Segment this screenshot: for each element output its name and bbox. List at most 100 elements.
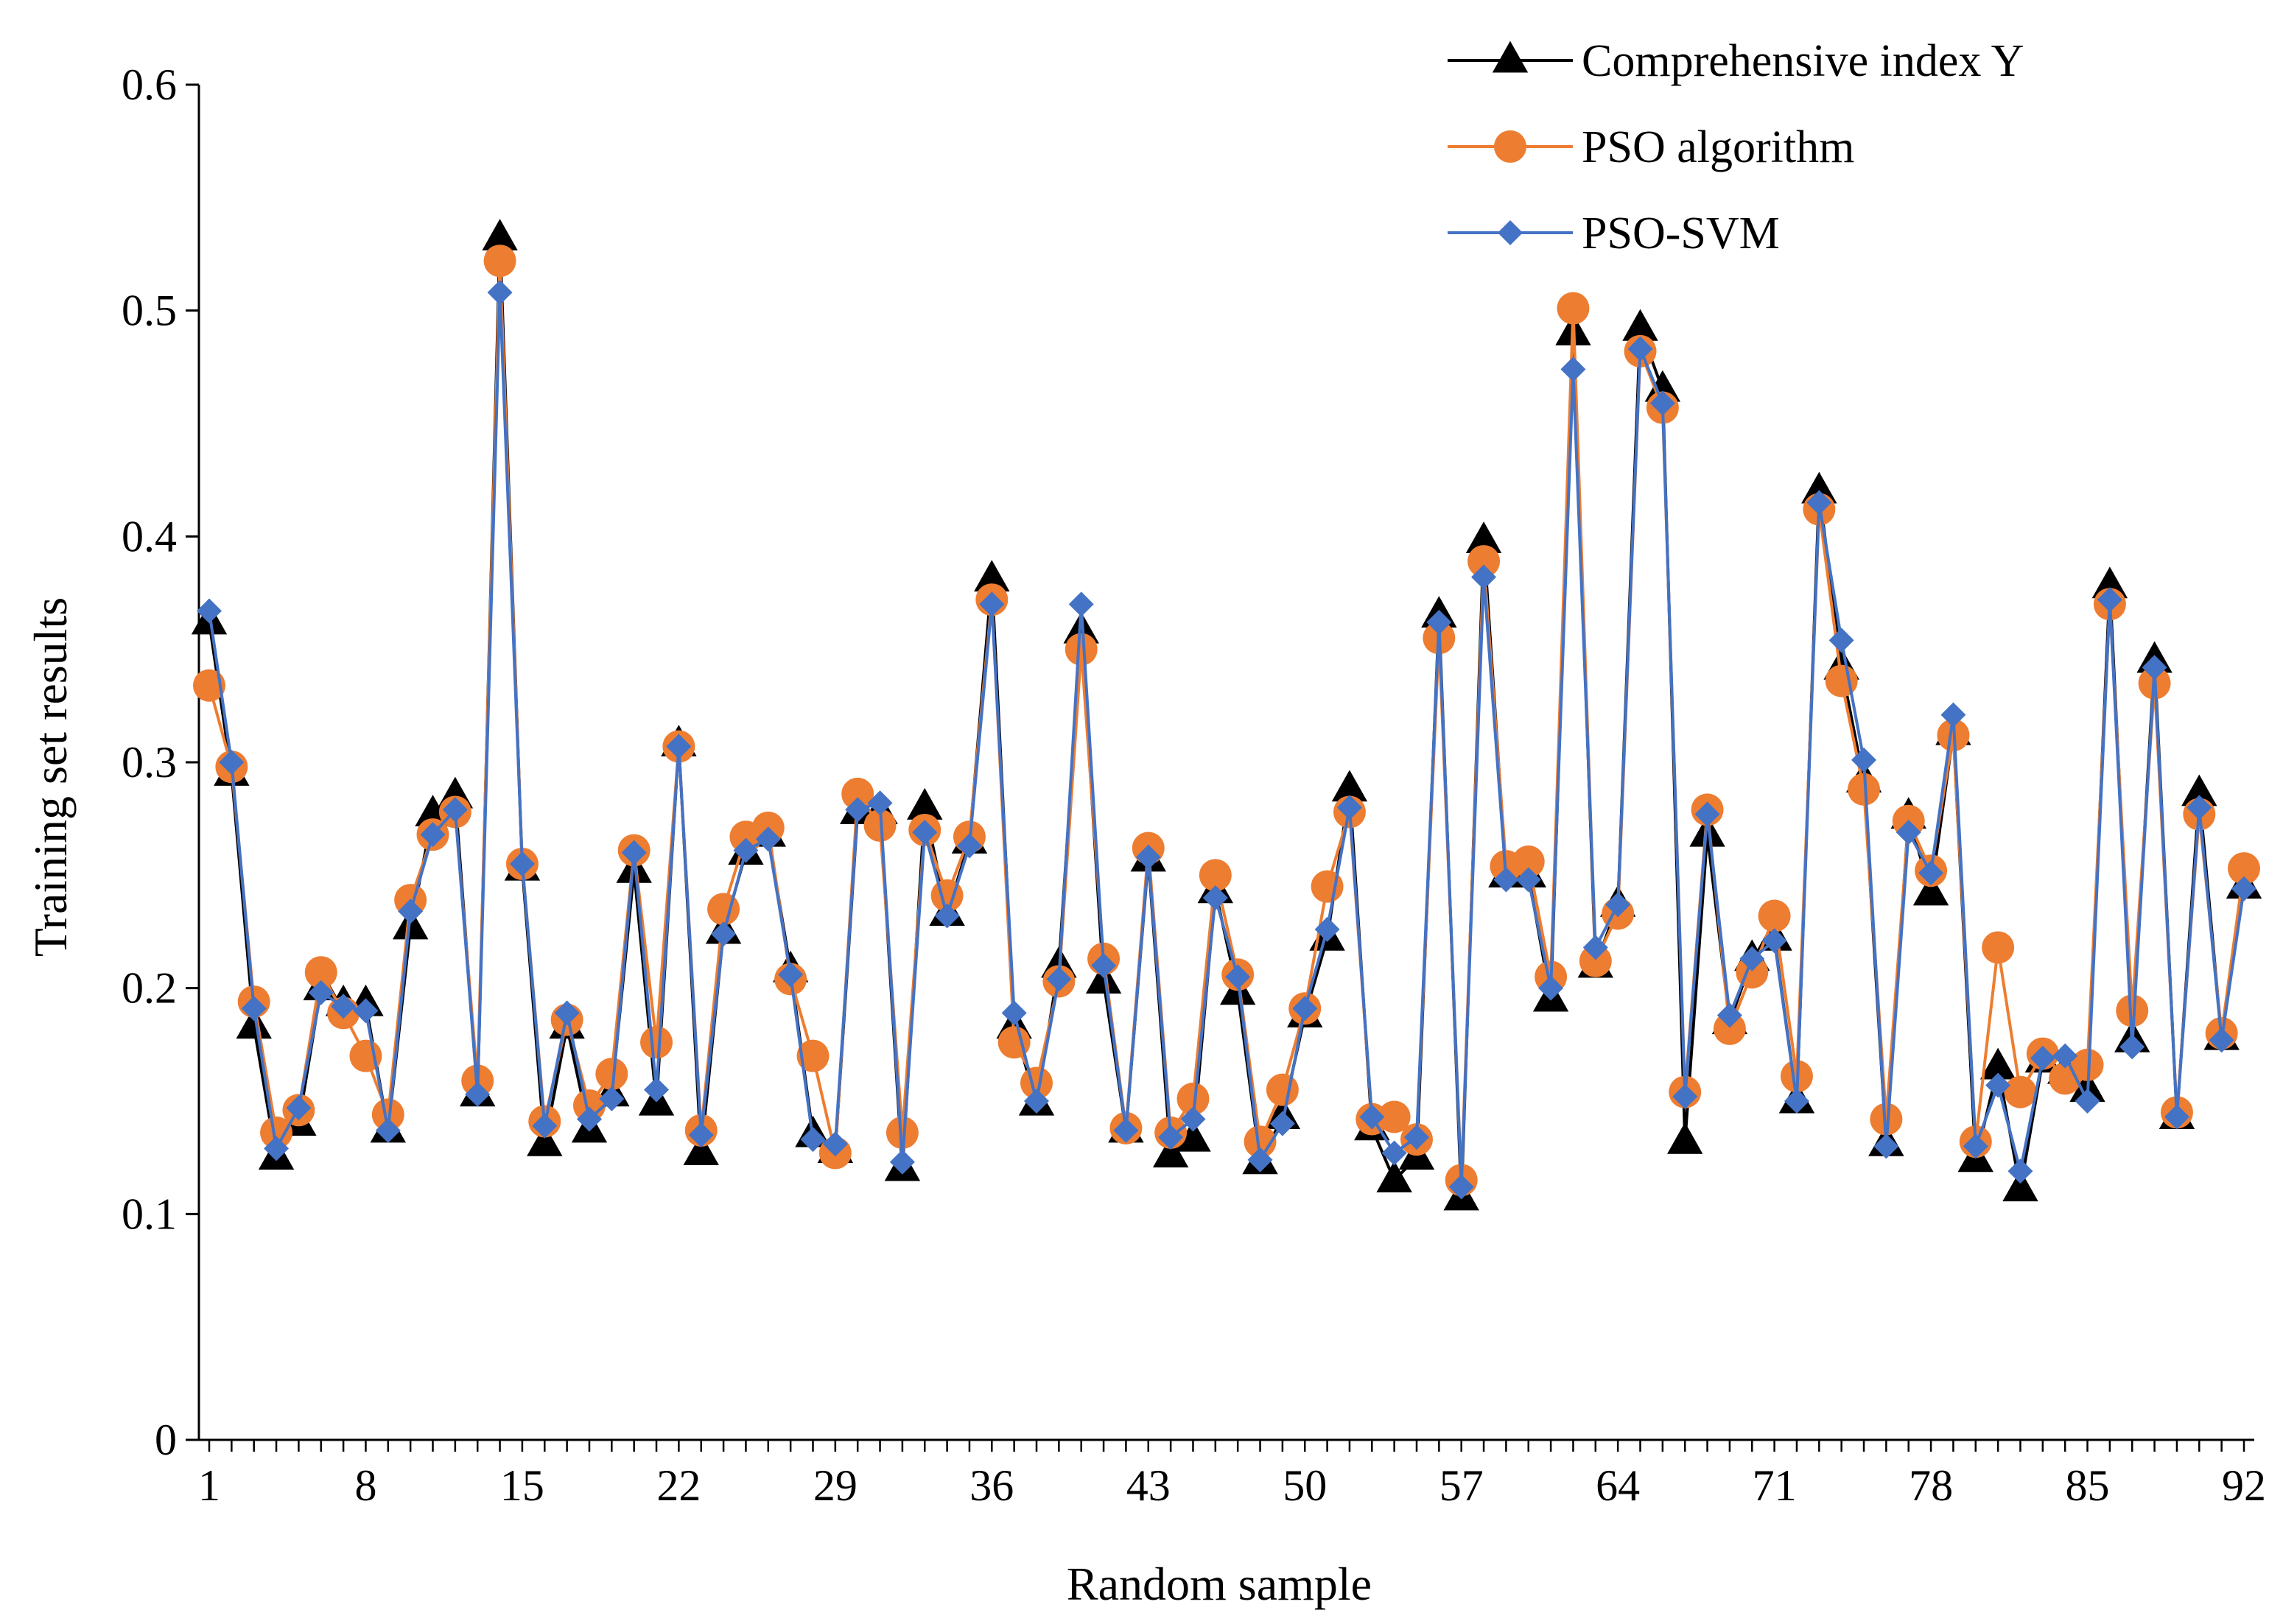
data-point-pso-svm	[778, 962, 804, 988]
data-point-comprehensive-index-y	[974, 560, 1010, 592]
data-point-pso-svm	[666, 734, 692, 759]
data-point-pso-svm	[2052, 1043, 2078, 1069]
data-point-comprehensive-index-y	[236, 1007, 272, 1039]
data-point-pso-svm	[688, 1122, 714, 1147]
legend-item-pso-algorithm: PSO algorithm	[1448, 122, 1854, 172]
data-point-pso-svm	[867, 790, 893, 816]
x-tick-label: 71	[1753, 1461, 1797, 1510]
data-point-pso-algorithm	[886, 1116, 919, 1149]
data-point-pso-algorithm	[1870, 1103, 1903, 1136]
data-point-pso-svm	[1963, 1133, 1988, 1159]
data-point-pso-svm	[442, 797, 468, 823]
data-point-pso-svm	[487, 280, 513, 306]
data-point-pso-svm	[219, 750, 245, 775]
data-point-pso-algorithm	[1467, 545, 1501, 578]
data-point-pso-svm	[1672, 1083, 1698, 1109]
data-point-pso-svm	[1649, 390, 1675, 416]
x-tick-label: 22	[656, 1461, 701, 1510]
legend-marker-pso-algorithm	[1494, 130, 1526, 163]
series-line-pso-algorithm	[208, 259, 2245, 1182]
data-point-pso-svm	[845, 797, 871, 823]
x-tick-label: 85	[2066, 1461, 2110, 1510]
data-point-pso-svm	[1896, 820, 1921, 846]
data-point-comprehensive-index-y	[1376, 1160, 1412, 1192]
data-point-pso-svm	[1426, 609, 1452, 635]
data-point-pso-svm	[1605, 892, 1631, 918]
data-point-pso-svm	[1046, 966, 1072, 992]
data-point-pso-algorithm	[1579, 944, 1612, 977]
data-point-pso-svm	[241, 996, 267, 1022]
data-point-pso-algorithm	[2004, 1075, 2037, 1108]
y-tick-label: 0.3	[122, 738, 177, 787]
data-point-comprehensive-index-y	[2002, 1170, 2038, 1202]
data-point-pso-svm	[398, 899, 424, 924]
x-tick-label: 36	[969, 1461, 1014, 1510]
data-point-pso-svm	[420, 822, 446, 848]
data-point-pso-svm	[1202, 885, 1228, 910]
data-point-pso-svm	[509, 851, 535, 876]
data-point-comprehensive-index-y	[683, 1133, 719, 1166]
data-point-pso-svm	[1493, 867, 1519, 893]
data-point-pso-svm	[1806, 490, 1832, 516]
data-point-pso-svm	[331, 994, 357, 1019]
data-point-pso-algorithm	[1378, 1100, 1411, 1133]
data-point-pso-svm	[576, 1106, 602, 1132]
legend-label-pso-svm: PSO-SVM	[1582, 208, 1780, 259]
data-point-pso-algorithm	[1557, 292, 1590, 325]
x-tick-label: 78	[1909, 1461, 1953, 1510]
data-point-pso-svm	[2007, 1159, 2033, 1184]
data-point-pso-svm	[2075, 1089, 2100, 1114]
y-tick-label: 0.5	[122, 287, 177, 335]
data-point-pso-svm	[308, 980, 334, 1005]
data-point-pso-svm	[1225, 964, 1251, 990]
series-line-comprehensive-index-y	[208, 236, 2245, 1200]
data-point-pso-algorithm	[640, 1026, 673, 1059]
data-point-pso-algorithm	[1244, 1125, 1277, 1159]
x-tick-label: 15	[500, 1461, 544, 1510]
legend-label-comprehensive-index-y: Comprehensive index Y	[1582, 36, 2024, 86]
data-point-pso-svm	[1940, 702, 1966, 728]
data-point-pso-svm	[889, 1149, 915, 1175]
data-point-pso-svm	[1694, 801, 1720, 827]
data-point-pso-svm	[979, 591, 1005, 617]
data-point-pso-algorithm	[1848, 773, 1881, 806]
data-point-pso-svm	[1560, 356, 1586, 382]
axes: 0 0.1 0.2 0.3 0.4 0.5 0.6 1 8 15 22 29 36 43 50 57 64 71 7…	[24, 60, 2266, 1610]
x-tick-label: 8	[354, 1461, 376, 1510]
data-point-pso-algorithm	[260, 1116, 293, 1149]
data-point-comprehensive-index-y	[1912, 873, 1949, 906]
data-point-comprehensive-index-y	[482, 219, 518, 251]
data-point-pso-svm	[1471, 564, 1497, 590]
x-tick-label: 50	[1283, 1461, 1327, 1510]
data-point-pso-algorithm	[1176, 1082, 1210, 1115]
data-point-pso-svm	[1135, 844, 1161, 870]
data-point-pso-svm	[1716, 1002, 1742, 1028]
data-point-pso-algorithm	[2116, 994, 2149, 1027]
data-point-pso-svm	[1784, 1089, 1809, 1114]
data-point-pso-svm	[197, 598, 222, 624]
data-point-comprehensive-index-y	[1152, 1136, 1189, 1168]
data-point-comprehensive-index-y	[907, 787, 943, 820]
legend: Comprehensive index Y PSO algorithm PSO-SV…	[1448, 36, 2024, 259]
data-point-pso-svm	[755, 826, 781, 852]
data-point-pso-svm	[1403, 1125, 1429, 1150]
data-point-pso-svm	[1024, 1089, 1050, 1114]
data-point-pso-algorithm	[2071, 1048, 2104, 1081]
x-tick-label: 1	[198, 1461, 220, 1510]
data-point-pso-algorithm	[371, 1098, 404, 1131]
data-point-pso-svm	[532, 1113, 558, 1139]
y-tick-label: 0.4	[122, 512, 177, 560]
data-point-pso-svm	[286, 1095, 312, 1121]
data-point-pso-svm	[2030, 1045, 2055, 1071]
legend-label-pso-algorithm: PSO algorithm	[1582, 122, 1854, 172]
data-point-pso-algorithm	[841, 777, 874, 810]
data-point-comprehensive-index-y	[2181, 774, 2217, 806]
y-tick-label: 0.2	[122, 964, 177, 1013]
data-point-comprehensive-index-y	[1801, 471, 1837, 504]
data-point-pso-svm	[1269, 1111, 1295, 1136]
data-point-pso-svm	[375, 1117, 401, 1143]
data-point-pso-svm	[2097, 587, 2122, 613]
data-point-pso-svm	[934, 903, 960, 929]
data-point-pso-algorithm	[1713, 1012, 1746, 1045]
data-point-pso-svm	[956, 833, 982, 859]
